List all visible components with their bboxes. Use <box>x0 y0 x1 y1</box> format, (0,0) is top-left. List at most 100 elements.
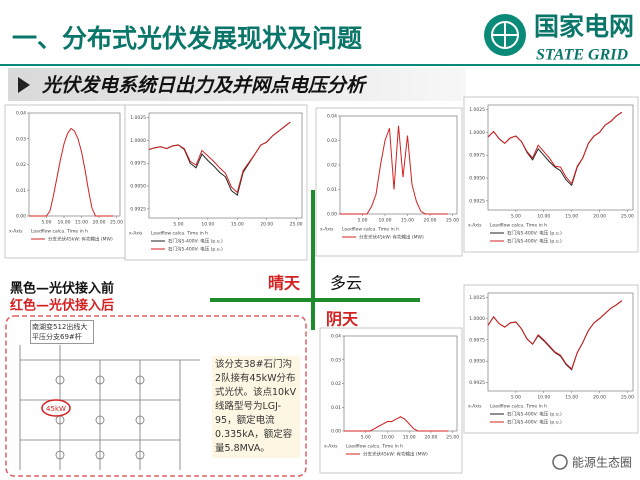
x-tick-label: 5.00 <box>511 214 521 220</box>
series-line <box>29 127 113 217</box>
y-tick-label: 0.01 <box>331 405 341 411</box>
series-line <box>148 121 291 194</box>
x-tick-label: 25.00 <box>621 395 634 401</box>
x-tick-label: 5.00 <box>357 218 367 224</box>
chart-panel: 0.9925 0.9950 0.9975 1.0000 1.0025 5.00 10.00 1… <box>463 284 639 434</box>
series-line <box>487 111 623 185</box>
label-overcast: 阴天 <box>326 310 359 329</box>
x-tick-label: 20.00 <box>424 435 437 441</box>
watermark: 能源生态圈 <box>572 456 632 470</box>
x-tick-label: 20.00 <box>424 218 437 224</box>
x-axis-name: x-Axis <box>468 404 482 410</box>
plot-area <box>487 292 634 392</box>
y-tick-label: 0.01 <box>327 187 337 193</box>
chart-panel: 0.00 0.01 0.02 0.03 0.04 5.00 10.00 15.00 20.00 2… <box>319 327 463 474</box>
x-tick-label: 15.00 <box>401 218 414 224</box>
legend-label: 石门沟5-400V: 电压 (p.u.) <box>168 246 223 253</box>
y-tick-label: 0.01 <box>16 188 26 194</box>
x-axis-label: Loadflow calcu. Time in h <box>490 404 547 410</box>
x-axis-name: x-Axis <box>320 227 334 233</box>
y-tick-label: 0.9925 <box>469 198 485 204</box>
x-axis-label: Loadflow calcu. Time in h <box>31 229 88 235</box>
x-tick-label: 10.00 <box>379 218 392 224</box>
y-tick-label: 0.03 <box>327 138 337 144</box>
chart-panel: 0.9925 0.9950 0.9975 1.0000 1.0025 5.00 10.00 1… <box>124 104 308 261</box>
y-tick-label: 0.04 <box>16 111 26 117</box>
legend-label: 石门沟5-400V: 电压 (p.u.) <box>507 411 562 418</box>
series-line <box>344 416 449 432</box>
x-axis-name: x-Axis <box>9 229 23 235</box>
y-tick-label: 0.9925 <box>130 206 146 212</box>
legend-label: 分支光伏45kW: 有功输出 (MW) <box>48 236 113 243</box>
legend-label: 石门沟5-400V: 电压 (p.u.) <box>507 238 562 245</box>
bullet <box>18 77 30 93</box>
x-axis-name: x-Axis <box>129 231 143 237</box>
series-line <box>340 125 448 215</box>
subtitle-bar <box>8 68 466 101</box>
x-tick-label: 25.00 <box>110 220 123 226</box>
y-tick-label: 0.03 <box>16 136 26 142</box>
y-tick-label: 0.9975 <box>469 337 485 343</box>
note-before: 黑色—光伏接入前 <box>10 281 114 297</box>
y-tick-label: 0.9950 <box>130 184 146 190</box>
y-tick-label: 0.04 <box>331 334 341 340</box>
label-sunny: 晴天 <box>268 274 301 293</box>
legend-label: 石门沟5-400V: 电压 (p.u.) <box>507 419 562 426</box>
series-line <box>487 300 623 370</box>
x-tick-label: 5.00 <box>361 435 371 441</box>
x-tick-label: 15.00 <box>75 220 88 226</box>
y-tick-label: 0.02 <box>16 162 26 168</box>
slide-title: 一、分布式光伏发展现状及问题 <box>12 24 362 53</box>
x-tick-label: 15.00 <box>565 395 578 401</box>
x-tick-label: 15.00 <box>231 222 244 228</box>
x-tick-label: 25.00 <box>621 214 634 220</box>
legend-label: 石门沟5-400V: 电压 (p.u.) <box>507 230 562 237</box>
x-tick-label: 20.00 <box>93 220 106 226</box>
x-tick-label: 5.00 <box>41 220 51 226</box>
logo-cn: 国家电网 <box>534 12 634 41</box>
x-tick-label: 25.00 <box>446 218 459 224</box>
y-tick-label: 0.02 <box>331 381 341 387</box>
y-tick-label: 0.00 <box>327 212 337 218</box>
x-tick-label: 25.00 <box>290 222 303 228</box>
y-tick-label: 1.0025 <box>130 115 146 121</box>
x-tick-label: 20.00 <box>593 395 606 401</box>
x-tick-label: 20.00 <box>593 214 606 220</box>
x-axis-label: Loadflow calcu. Time in h <box>342 227 399 233</box>
circuit-location: 南湖变512出线大平压分支69#杆 <box>30 320 94 344</box>
circuit-note: 该分支38#石门沟2队接有45kW分布式光伏。该点10kV线路型号为LGJ-95… <box>212 356 300 458</box>
cross <box>210 190 420 330</box>
x-tick-label: 25.00 <box>446 435 459 441</box>
y-tick-label: 0.9950 <box>469 176 485 182</box>
x-tick-label: 10.00 <box>381 435 394 441</box>
note-after: 红色—光伏接入后 <box>10 298 114 314</box>
y-tick-label: 0.9950 <box>469 359 485 365</box>
y-tick-label: 0.03 <box>331 357 341 363</box>
plot-area <box>148 112 303 219</box>
y-tick-label: 0.9975 <box>130 161 146 167</box>
legend-label: 分支光伏45kW: 有功输出 (MW) <box>363 451 428 458</box>
logo-en: STATE GRID <box>536 47 628 64</box>
legend-label: 石门沟5-400V: 电压 (p.u.) <box>168 238 223 245</box>
x-tick-label: 5.00 <box>511 395 521 401</box>
y-tick-label: 1.0000 <box>469 130 485 136</box>
pv-label: 45kW <box>46 405 66 413</box>
circuit-diagram <box>19 345 200 470</box>
chart-panel: 0.9925 0.9950 0.9975 1.0000 1.0025 5.00 10.00 1… <box>463 96 639 253</box>
y-tick-label: 0.9925 <box>469 380 485 386</box>
x-axis-name: x-Axis <box>468 223 482 229</box>
y-tick-label: 0.9975 <box>469 153 485 159</box>
plot-area <box>343 335 458 432</box>
y-tick-label: 0.04 <box>327 114 337 120</box>
x-tick-label: 10.00 <box>537 395 550 401</box>
chart-panel: 0.00 0.01 0.02 0.03 0.04 5.00 10.00 15.00 20.00 2… <box>4 104 126 259</box>
x-tick-label: 15.00 <box>565 214 578 220</box>
y-tick-label: 1.0025 <box>469 295 485 301</box>
x-tick-label: 10.00 <box>537 214 550 220</box>
plot-area <box>28 112 121 217</box>
logo-emblem <box>484 14 526 56</box>
pv-marker <box>41 399 71 417</box>
y-tick-label: 1.0000 <box>130 138 146 144</box>
